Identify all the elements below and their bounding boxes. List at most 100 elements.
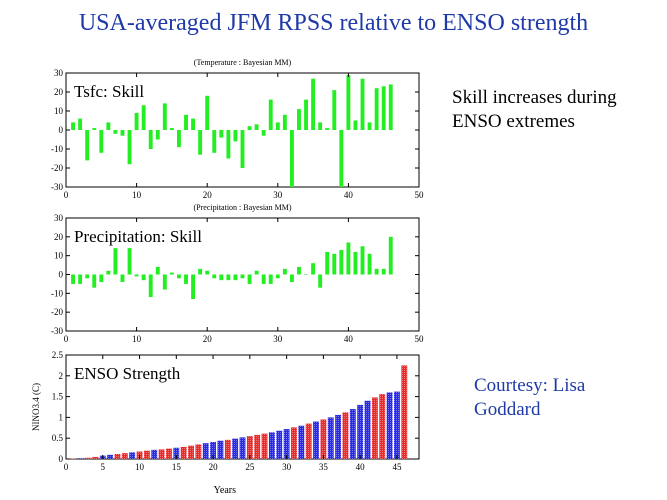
bar bbox=[339, 250, 344, 275]
y-tick-label: 10 bbox=[54, 251, 64, 261]
bar bbox=[349, 409, 356, 459]
bar bbox=[346, 242, 351, 275]
bar bbox=[212, 274, 217, 279]
bar bbox=[381, 86, 386, 130]
bar bbox=[276, 430, 283, 459]
bar bbox=[327, 417, 334, 459]
bar bbox=[325, 128, 330, 130]
credit-line-2: Goddard bbox=[474, 399, 541, 420]
x-tick-label: 20 bbox=[203, 190, 213, 200]
bar bbox=[78, 118, 83, 130]
bar bbox=[318, 122, 323, 130]
y-tick-label: 2 bbox=[59, 371, 64, 381]
bar bbox=[85, 274, 90, 279]
bar bbox=[106, 122, 111, 130]
bar bbox=[353, 120, 358, 130]
bar bbox=[188, 445, 194, 459]
y-tick-label: 0 bbox=[59, 270, 64, 280]
bar bbox=[106, 270, 111, 275]
bar bbox=[162, 103, 167, 130]
x-tick-label: 40 bbox=[356, 462, 366, 472]
bar bbox=[120, 274, 125, 283]
bar bbox=[92, 456, 99, 459]
x-tick-label: 30 bbox=[273, 190, 283, 200]
bar bbox=[386, 392, 393, 459]
bar bbox=[335, 414, 342, 459]
bar bbox=[92, 274, 97, 288]
bar bbox=[254, 434, 261, 459]
bar bbox=[217, 440, 224, 459]
y-tick-label: 20 bbox=[54, 232, 64, 242]
bar bbox=[210, 441, 217, 459]
bar bbox=[240, 274, 245, 279]
bar bbox=[162, 274, 167, 290]
y-tick-label: -30 bbox=[51, 326, 63, 336]
bar bbox=[148, 274, 153, 298]
bar bbox=[99, 274, 104, 283]
bar bbox=[379, 394, 386, 459]
skill-note: Skill increases during ENSO extremes bbox=[452, 86, 617, 134]
bar bbox=[134, 274, 139, 277]
bar bbox=[92, 128, 97, 130]
bar bbox=[113, 130, 118, 134]
y-tick-label: -10 bbox=[51, 144, 63, 154]
chart-panel-3: 0 5 10 15 20 25 30 35 40 45 0 0.5 1 1.5 2 2.5 ENSO Stren… bbox=[31, 350, 420, 496]
bar bbox=[339, 130, 344, 187]
bar bbox=[332, 253, 337, 275]
bar bbox=[224, 439, 231, 459]
bar bbox=[283, 429, 290, 459]
bar bbox=[291, 427, 297, 459]
bar bbox=[85, 130, 90, 161]
panel-label: Tsfc: Skill bbox=[74, 82, 144, 101]
bar bbox=[304, 274, 308, 275]
x-axis-label: Years bbox=[214, 485, 236, 496]
bar bbox=[261, 130, 266, 136]
x-tick-label: 10 bbox=[132, 190, 142, 200]
x-tick-label: 15 bbox=[172, 462, 182, 472]
bar bbox=[305, 423, 312, 459]
bar bbox=[298, 425, 305, 459]
x-tick-label: 40 bbox=[344, 334, 354, 344]
credit-note: Courtesy: Lisa Goddard bbox=[474, 374, 585, 422]
bar bbox=[247, 126, 252, 130]
bar bbox=[71, 122, 76, 130]
bar bbox=[297, 109, 301, 130]
x-tick-label: 25 bbox=[245, 462, 255, 472]
y-tick-label: 0 bbox=[59, 125, 64, 135]
bar bbox=[212, 130, 217, 153]
x-tick-label: 10 bbox=[135, 462, 145, 472]
x-tick-label: 20 bbox=[203, 334, 213, 344]
credit-line-1: Courtesy: Lisa bbox=[474, 375, 586, 396]
bar bbox=[127, 130, 132, 165]
bar bbox=[254, 124, 259, 130]
bar bbox=[232, 438, 239, 459]
bar bbox=[367, 122, 372, 130]
bar bbox=[268, 432, 275, 459]
bar bbox=[388, 84, 393, 130]
bar bbox=[381, 268, 386, 275]
bar bbox=[289, 130, 294, 187]
bar bbox=[85, 457, 92, 459]
bar bbox=[311, 78, 316, 130]
skill-note-line-2: ENSO extremes bbox=[452, 111, 575, 132]
bar bbox=[393, 391, 400, 459]
bar bbox=[177, 130, 181, 148]
bar bbox=[198, 130, 203, 155]
y-tick-label: 30 bbox=[54, 68, 64, 78]
bar bbox=[304, 99, 308, 130]
y-tick-label: 0 bbox=[59, 454, 64, 464]
panel-label: ENSO Strength bbox=[74, 364, 181, 383]
panel-label: Precipitation: Skill bbox=[74, 227, 202, 246]
bar bbox=[169, 128, 174, 130]
bar bbox=[198, 268, 203, 275]
skill-note-line-1: Skill increases during bbox=[452, 87, 617, 108]
bar bbox=[320, 419, 327, 459]
bar bbox=[155, 266, 160, 275]
y-tick-label: 10 bbox=[54, 106, 64, 116]
bar bbox=[151, 449, 158, 459]
chart-panel-1: (Temperature : Bayesian MM) 0 10 20 30 40 50 -3… bbox=[51, 58, 424, 200]
bar bbox=[121, 453, 128, 459]
bar bbox=[261, 274, 266, 284]
bar bbox=[297, 266, 301, 275]
bar bbox=[169, 272, 174, 275]
